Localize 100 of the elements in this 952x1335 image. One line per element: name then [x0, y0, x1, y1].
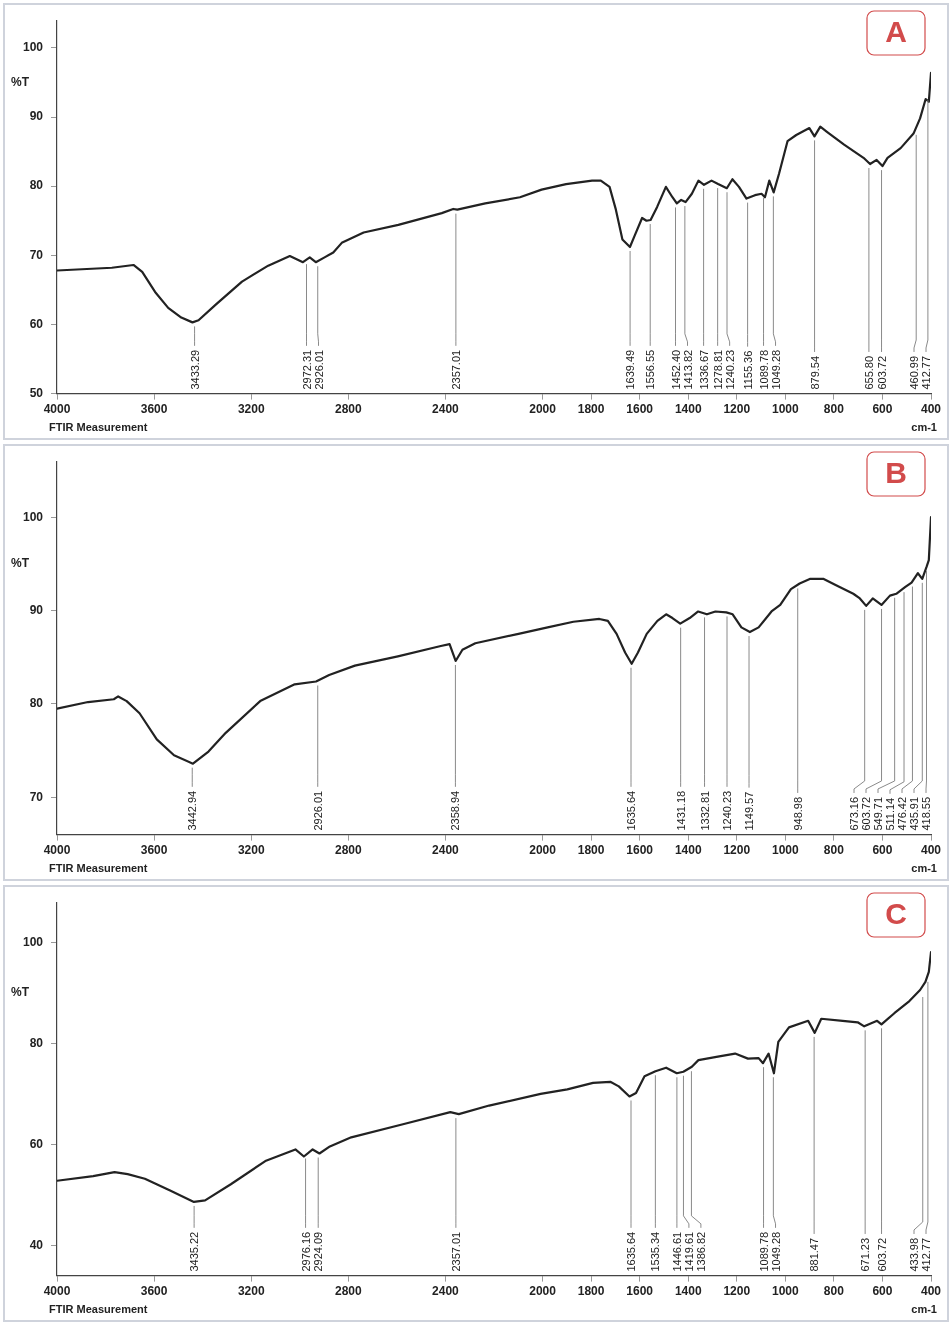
- x-tick-label: 1000: [771, 1284, 799, 1299]
- chart-title: B: [885, 456, 907, 490]
- annotation: 511.14: [884, 797, 896, 831]
- y-tick-label: 80: [29, 696, 44, 711]
- annotation: 655.80: [862, 355, 875, 390]
- y-tick-label: 70: [29, 789, 44, 804]
- x-tick-label: 3600: [140, 402, 168, 417]
- x-tick-label: 3200: [237, 843, 265, 858]
- annotation: 1089.78: [757, 349, 770, 390]
- x-tick-label: 1800: [577, 843, 605, 858]
- annotation: 881.47: [808, 1237, 821, 1272]
- x-tick-label: 1600: [626, 843, 654, 858]
- annotation: 2358.94: [449, 790, 462, 831]
- x-tick-label: 400: [920, 402, 942, 417]
- annotation: 460.99: [908, 355, 920, 390]
- annotation: 1149.57: [743, 791, 756, 831]
- annotation: 673.16: [848, 796, 860, 831]
- annotation: 1386.82: [694, 1231, 707, 1272]
- y-axis-title: %T: [11, 556, 30, 571]
- annotation: 1635.64: [625, 1231, 638, 1272]
- x-axis-title: cm-1: [911, 420, 937, 433]
- annotation: 1639.49: [624, 349, 637, 390]
- annotation: 2357.01: [449, 1231, 462, 1272]
- annotation: 879.54: [808, 355, 821, 390]
- y-tick-label: 90: [29, 109, 44, 124]
- y-axis-title: %T: [11, 985, 30, 1000]
- x-tick-label: 3200: [237, 1284, 265, 1299]
- x-tick-label: 600: [872, 402, 893, 417]
- text: FTIR Measurement: [49, 420, 148, 433]
- annotation: 1240.23: [721, 790, 734, 831]
- annotation: 2926.01: [311, 790, 324, 831]
- x-tick-label: 2000: [529, 1284, 557, 1299]
- x-tick-label: 1200: [723, 843, 751, 858]
- y-tick-label: 60: [29, 316, 44, 331]
- x-tick-label: 4000: [43, 402, 71, 417]
- chart-title: C: [885, 897, 907, 931]
- x-tick-label: 400: [920, 843, 942, 858]
- annotation: 2976.16: [299, 1231, 312, 1272]
- x-tick-label: 1200: [723, 1284, 751, 1299]
- x-tick-label: 800: [823, 402, 845, 417]
- annotation: 1556.55: [644, 349, 657, 390]
- text: FTIR Measurement: [49, 1302, 148, 1315]
- annotation: 603.72: [875, 355, 888, 390]
- x-tick-label: 4000: [43, 1284, 71, 1299]
- annotation: 433.98: [908, 1237, 920, 1272]
- annotation: 948.98: [791, 796, 804, 831]
- x-tick-label: 800: [823, 1284, 845, 1299]
- y-tick-label: 40: [29, 1237, 44, 1252]
- annotation: 412.77: [920, 1237, 932, 1272]
- annotation: 2357.01: [449, 349, 462, 390]
- annotation: 1413.82: [681, 349, 694, 390]
- y-tick-label: 50: [29, 385, 44, 400]
- x-tick-label: 4000: [43, 843, 71, 858]
- annotation: 435.91: [908, 796, 920, 831]
- x-tick-label: 3600: [140, 1284, 168, 1299]
- y-tick-label: 80: [29, 1035, 44, 1050]
- annotation: 1049.28: [769, 349, 782, 390]
- x-tick-label: 1400: [674, 1284, 702, 1299]
- x-tick-label: 2000: [529, 843, 557, 858]
- annotation: 3442.94: [186, 790, 199, 831]
- annotation: 1336.67: [697, 349, 710, 390]
- text: FTIR Measurement: [49, 861, 148, 874]
- x-tick-label: 1800: [577, 402, 605, 417]
- x-tick-label: 3600: [140, 843, 168, 858]
- x-tick-label: 600: [872, 1284, 893, 1299]
- annotation: 603.72: [875, 1237, 888, 1272]
- x-tick-label: 1000: [771, 402, 799, 417]
- annotation: 1431.18: [674, 790, 687, 831]
- x-tick-label: 1400: [674, 843, 702, 858]
- annotation: 2926.01: [312, 349, 325, 390]
- annotation: 1240.23: [723, 349, 736, 390]
- annotation: 603.72: [860, 796, 872, 831]
- x-tick-label: 2400: [432, 402, 460, 417]
- annotation: 1535.34: [649, 1231, 662, 1272]
- x-tick-label: 1800: [577, 1284, 605, 1299]
- y-tick-label: 100: [22, 40, 44, 55]
- y-axis-title: %T: [11, 74, 30, 89]
- x-tick-label: 2400: [432, 1284, 460, 1299]
- annotation: 412.77: [920, 355, 932, 390]
- annotation: 476.42: [896, 796, 908, 831]
- x-axis-title: cm-1: [911, 861, 937, 874]
- y-tick-label: 100: [22, 934, 44, 949]
- annotation: 1155.36: [741, 350, 754, 390]
- x-tick-label: 3200: [237, 402, 265, 417]
- y-tick-label: 70: [29, 247, 44, 262]
- x-tick-label: 1600: [626, 402, 654, 417]
- y-tick-label: 80: [29, 178, 44, 193]
- annotation: 1419.61: [682, 1231, 695, 1272]
- annotation: 3435.22: [188, 1231, 201, 1272]
- x-tick-label: 400: [920, 1284, 942, 1299]
- annotation: 418.55: [920, 796, 932, 831]
- x-tick-label: 1400: [674, 402, 702, 417]
- y-tick-label: 90: [29, 602, 44, 617]
- annotation: 671.23: [859, 1237, 872, 1272]
- y-tick-label: 100: [22, 509, 44, 524]
- y-tick-label: 60: [29, 1136, 44, 1151]
- annotation: 1446.61: [670, 1231, 683, 1272]
- x-tick-label: 2000: [529, 402, 557, 417]
- x-tick-label: 2800: [334, 1284, 362, 1299]
- annotation: 1452.40: [669, 349, 682, 390]
